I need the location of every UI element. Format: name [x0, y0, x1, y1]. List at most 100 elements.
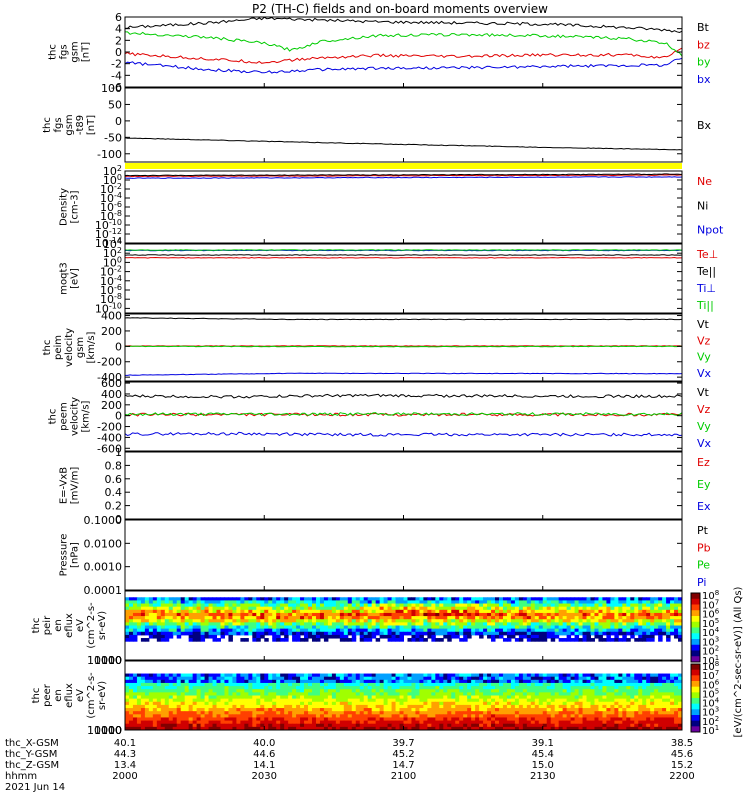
heatmap-cell — [136, 597, 142, 601]
heatmap-cell — [606, 679, 611, 684]
heatmap-cell — [491, 634, 496, 639]
heatmap-cell — [140, 701, 146, 706]
heatmap-cell — [125, 616, 130, 620]
heatmap-cell — [614, 682, 619, 687]
heatmap-cell — [415, 612, 420, 617]
heatmap-cell — [518, 726, 524, 731]
heatmap-cell — [419, 689, 424, 693]
heatmap-cell — [526, 603, 532, 608]
heatmap-cell — [339, 619, 345, 623]
heatmap-cell — [216, 600, 221, 605]
heatmap-cell — [419, 634, 424, 639]
heatmap-cell — [662, 679, 667, 684]
heatmap-cell — [662, 619, 667, 623]
heatmap-cell — [658, 717, 663, 722]
heatmap-cell — [447, 701, 452, 706]
y-tick-label: 10-6 — [100, 283, 122, 297]
heatmap-cell — [471, 701, 476, 706]
heatmap-cell — [550, 714, 556, 718]
y-axis-label-line: [km/s] — [81, 400, 92, 432]
heatmap-cell — [435, 600, 440, 605]
heatmap-cell — [459, 679, 464, 684]
heatmap-cell — [479, 597, 484, 601]
x-row-value: 13.4 — [114, 760, 136, 771]
heatmap-cell — [674, 606, 679, 611]
heatmap-cell — [359, 692, 365, 696]
heatmap-cell — [184, 631, 190, 636]
heatmap-cell — [419, 631, 424, 636]
legend-Ne: Ne — [697, 175, 712, 188]
heatmap-cell — [590, 708, 595, 712]
heatmap-cell — [594, 695, 599, 700]
heatmap-cell — [224, 698, 229, 703]
heatmap-cell — [475, 609, 480, 614]
heatmap-cell — [136, 600, 142, 605]
heatmap-cell — [228, 638, 233, 642]
heatmap-cell — [407, 701, 412, 706]
y-axis-label-line: [nPa] — [70, 542, 81, 568]
heatmap-cell — [125, 714, 130, 718]
heatmap-cell — [427, 609, 432, 614]
heatmap-cell — [506, 619, 512, 623]
heatmap-cell — [578, 679, 584, 684]
colorbar-step — [691, 703, 700, 710]
heatmap-cell — [272, 720, 277, 725]
heatmap-cell — [383, 704, 389, 709]
heatmap-cell — [510, 723, 516, 728]
heatmap-cell — [447, 619, 452, 623]
heatmap-cell — [292, 625, 297, 630]
heatmap-cell — [160, 723, 166, 728]
heatmap-cell — [506, 676, 512, 681]
y-tick-label: -200 — [97, 421, 122, 434]
heatmap-cell — [363, 631, 369, 636]
heatmap-cell — [391, 717, 397, 722]
heatmap-cell — [319, 708, 325, 712]
heatmap-cell — [467, 714, 472, 718]
heatmap-cell — [479, 711, 484, 715]
heatmap-cell — [423, 622, 428, 626]
heatmap-cell — [550, 679, 556, 684]
heatmap-cell — [308, 704, 313, 709]
heatmap-cell — [646, 698, 651, 703]
heatmap-cell — [586, 676, 591, 681]
heatmap-cell — [435, 609, 440, 614]
heatmap-cell — [304, 698, 309, 703]
heatmap-cell — [355, 726, 361, 731]
heatmap-cell — [423, 686, 428, 690]
heatmap-cell — [463, 603, 468, 608]
heatmap-cell — [439, 717, 444, 722]
heatmap-cell — [204, 612, 210, 617]
heatmap-cell — [654, 597, 659, 601]
heatmap-cell — [574, 600, 580, 605]
y-tick-label: 0 — [115, 410, 122, 423]
heatmap-cell — [280, 692, 285, 696]
heatmap-cell — [359, 723, 365, 728]
heatmap-cell — [594, 679, 599, 684]
heatmap-cell — [260, 698, 265, 703]
heatmap-cell — [427, 692, 432, 696]
heatmap-cell — [487, 628, 492, 633]
heatmap-cell — [252, 634, 257, 639]
heatmap-cell — [662, 612, 667, 617]
heatmap-cell — [208, 679, 214, 684]
heatmap-cell — [212, 612, 218, 617]
heatmap-cell — [483, 616, 488, 620]
heatmap-cell — [610, 717, 615, 722]
legend-Vx: Vx — [697, 367, 712, 380]
heatmap-cell — [387, 679, 393, 684]
heatmap-cell — [132, 714, 138, 718]
heatmap-cell — [642, 638, 647, 642]
heatmap-cell — [160, 631, 166, 636]
heatmap-cell — [514, 720, 520, 725]
heatmap-cell — [622, 631, 627, 636]
heatmap-cell — [252, 679, 257, 684]
heatmap-cell — [650, 673, 655, 678]
colorbar-step — [691, 633, 700, 640]
heatmap-cell — [160, 708, 166, 712]
heatmap-cell — [522, 597, 528, 601]
heatmap-cell — [252, 717, 257, 722]
heatmap-cell — [578, 597, 584, 601]
heatmap-cell — [244, 686, 249, 690]
heatmap-cell — [399, 717, 404, 722]
